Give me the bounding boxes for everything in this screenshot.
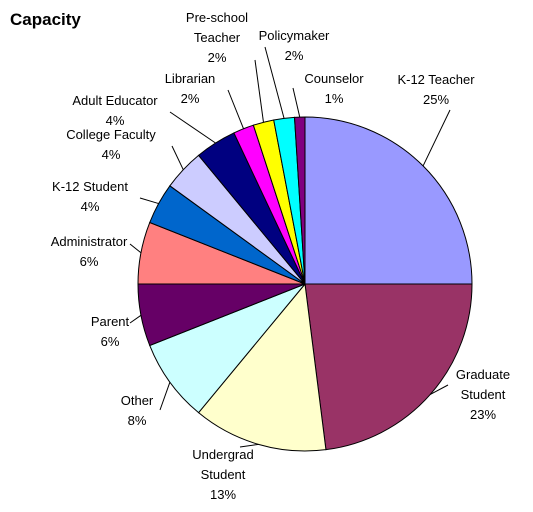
value-label: 8% [127,413,147,428]
category-label: K-12 Teacher [397,72,475,87]
pie-slice [197,282,327,452]
category-label: Librarian [164,71,216,86]
leader-line [430,384,449,395]
leader-line [129,243,142,254]
category-label: Counselor [304,71,364,86]
value-label: 2% [207,50,227,65]
slice-label: Undergrad Student 13% [188,445,258,505]
leader-line [254,59,264,123]
value-label: 2% [284,48,304,63]
category-label: Adult Educator [72,93,158,108]
value-label: 6% [100,334,120,349]
pie-slice [304,283,473,451]
category-label: Administrator [50,234,128,249]
chart-title: Capacity [10,10,81,29]
value-label: 1% [324,91,344,106]
slice-label: K-12 Teacher 25% [376,70,496,110]
slice-label: Librarian 2% [150,69,230,109]
slice-label: Policymaker 2% [249,26,339,66]
category-label: Other [120,393,154,408]
value-label: 4% [101,147,121,162]
category-label: Policymaker [258,28,330,43]
slice-label: Administrator 6% [39,232,139,272]
leader-line [169,111,216,144]
leader-line [422,109,451,167]
slice-label: Pre-school Teacher 2% [177,8,257,68]
leader-line [227,89,244,129]
slice-label: Graduate Student 23% [448,365,518,425]
slice-label: Other 8% [107,391,167,431]
category-label: College Faculty [66,127,156,142]
value-label: 6% [79,254,99,269]
leader-line [139,197,159,205]
category-label: Pre-school Teacher [185,10,249,45]
slice-label: Adult Educator 4% [55,91,175,131]
value-label: 13% [209,487,237,502]
category-label: Graduate Student [455,367,511,402]
leader-line [171,145,184,170]
leader-line [129,314,142,324]
leader-line [292,87,301,118]
value-label: 2% [180,91,200,106]
value-label: 23% [469,407,497,422]
pie-slice [304,116,473,285]
leader-line [159,381,171,411]
category-label: Undergrad Student [192,447,254,482]
slice-label: College Faculty 4% [51,125,171,165]
value-label: 25% [422,92,450,107]
category-label: K-12 Student [52,179,128,194]
pie-slice [293,116,306,285]
slice-label: Counselor 1% [289,69,379,109]
leader-line [239,443,259,448]
slice-label: K-12 Student 4% [40,177,140,217]
value-label: 4% [80,199,100,214]
category-label: Parent [90,314,130,329]
slice-label: Parent 6% [80,312,140,352]
value-label: 4% [105,113,125,128]
leader-line [264,46,285,119]
